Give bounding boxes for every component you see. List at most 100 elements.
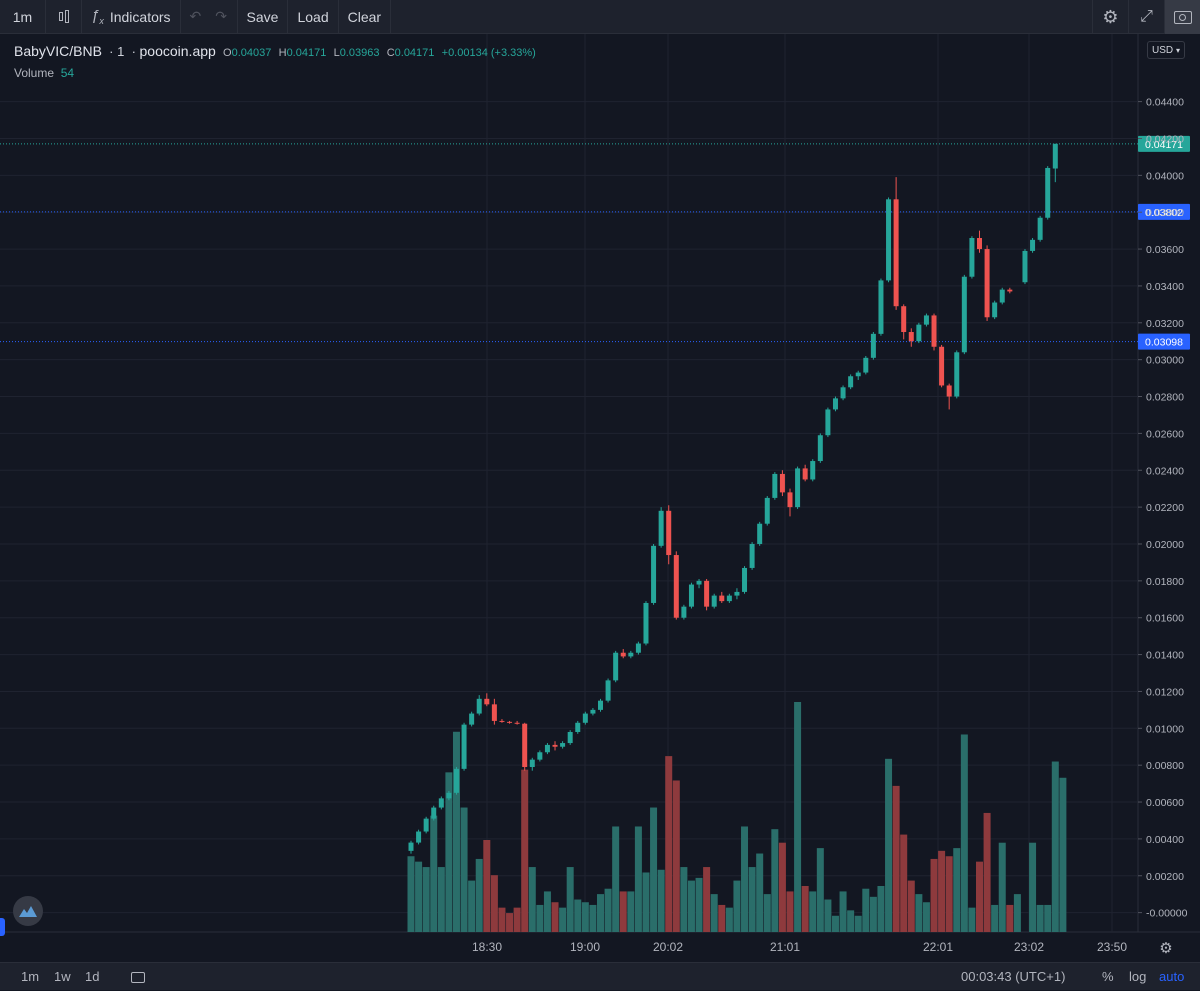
app-logo-button[interactable] bbox=[13, 896, 43, 926]
candle-body bbox=[1022, 250, 1028, 283]
goto-date-button[interactable] bbox=[131, 963, 145, 991]
load-button[interactable]: Load bbox=[288, 0, 339, 34]
price-tick-label: 0.04200 bbox=[1146, 133, 1184, 145]
candle-body bbox=[787, 492, 793, 508]
candle-body bbox=[726, 595, 732, 602]
range-1d-button[interactable]: 1d bbox=[85, 969, 100, 984]
chart-type-button[interactable] bbox=[46, 0, 82, 34]
axis-settings-icon[interactable]: ⚙ bbox=[1159, 940, 1172, 957]
candle bbox=[848, 374, 854, 390]
clock-display[interactable]: 00:03:43 (UTC+1) bbox=[961, 969, 1066, 984]
symbol-name[interactable]: BabyVIC/BNB bbox=[14, 43, 102, 59]
candle bbox=[931, 313, 937, 351]
candle bbox=[704, 579, 710, 611]
candle-body bbox=[1007, 289, 1013, 292]
candle bbox=[870, 332, 876, 360]
candle-body bbox=[696, 580, 702, 585]
volume-bar bbox=[771, 829, 779, 932]
candle bbox=[605, 678, 611, 703]
bottom-bar: 1m 1w 1d 00:03:43 (UTC+1) % log auto bbox=[0, 962, 1200, 990]
candle bbox=[408, 840, 414, 854]
side-panel-handle[interactable] bbox=[0, 918, 5, 936]
volume-bar bbox=[945, 856, 953, 932]
candle-body bbox=[431, 807, 437, 819]
volume-bar bbox=[847, 910, 855, 932]
volume-bar bbox=[415, 861, 423, 932]
candle-body bbox=[946, 385, 952, 397]
price-line-badge bbox=[1138, 135, 1190, 152]
interval-button[interactable]: 1m bbox=[0, 0, 46, 34]
volume-bar bbox=[430, 815, 438, 932]
volume-bar bbox=[1051, 761, 1059, 932]
time-tick-label: 21:01 bbox=[770, 940, 800, 954]
candle bbox=[832, 396, 838, 412]
currency-label: USD bbox=[1152, 45, 1174, 56]
time-tick-label: 18:30 bbox=[472, 940, 502, 954]
range-1m-button[interactable]: 1m bbox=[21, 969, 40, 984]
volume-bar bbox=[475, 858, 483, 932]
currency-dropdown[interactable]: USD ▾ bbox=[1147, 41, 1185, 59]
volume-value: 54 bbox=[60, 66, 75, 80]
volume-label[interactable]: Volume bbox=[14, 66, 55, 80]
candle-body bbox=[476, 698, 482, 714]
candle-body bbox=[666, 510, 672, 556]
volume-bar bbox=[778, 842, 786, 932]
auto-toggle[interactable]: auto bbox=[1159, 969, 1185, 984]
volume-bar bbox=[604, 888, 612, 932]
volume-bar bbox=[445, 772, 453, 932]
volume-bar bbox=[703, 867, 711, 932]
volume-bar bbox=[900, 834, 908, 932]
candle bbox=[522, 722, 528, 771]
volume-bar bbox=[998, 842, 1006, 932]
candle bbox=[757, 521, 763, 546]
candle bbox=[1030, 238, 1036, 253]
candle-body bbox=[779, 473, 785, 493]
volume-bar bbox=[862, 888, 870, 932]
volume-bar bbox=[748, 867, 756, 932]
candle bbox=[817, 433, 823, 463]
volume-bar bbox=[422, 867, 430, 932]
candle-body bbox=[817, 435, 823, 462]
candle-body bbox=[552, 744, 558, 747]
volume-bar bbox=[877, 886, 885, 932]
volume-bar bbox=[794, 702, 802, 932]
candle bbox=[529, 757, 535, 771]
indicators-button[interactable]: ƒx Indicators bbox=[82, 0, 181, 34]
time-tick-label: 22:01 bbox=[923, 940, 953, 954]
save-button[interactable]: Save bbox=[238, 0, 289, 34]
percent-toggle[interactable]: % bbox=[1102, 969, 1114, 984]
high-key: H bbox=[278, 47, 287, 59]
undo-redo-group: ↶ ↷ bbox=[181, 0, 238, 34]
candle bbox=[423, 816, 429, 834]
clear-button[interactable]: Clear bbox=[339, 0, 392, 34]
screenshot-button[interactable] bbox=[1164, 0, 1200, 34]
price-tick-label: 0.02800 bbox=[1146, 392, 1184, 404]
candle bbox=[969, 236, 975, 279]
price-tick-label: 0.01800 bbox=[1146, 576, 1184, 588]
candle-body bbox=[742, 567, 748, 592]
fullscreen-button[interactable]: ⤢ bbox=[1128, 0, 1164, 34]
candle bbox=[954, 350, 960, 399]
camera-icon bbox=[1173, 10, 1192, 24]
candle-body bbox=[613, 652, 619, 681]
volume-bar bbox=[468, 880, 476, 932]
undo-icon[interactable]: ↶ bbox=[189, 8, 202, 24]
redo-icon[interactable]: ↷ bbox=[215, 8, 228, 24]
price-axis: 0.04400 0.04200 0.04000 0.03800 0.03600 0.034… bbox=[1138, 97, 1188, 920]
range-1w-button[interactable]: 1w bbox=[54, 969, 71, 984]
volume-bar bbox=[756, 853, 764, 932]
change-value: +0.00134 (+3.33%) bbox=[441, 47, 536, 59]
candle-body bbox=[931, 315, 937, 347]
candlesticks bbox=[408, 143, 1058, 854]
price-tick-label: -0.00000 bbox=[1146, 908, 1188, 920]
candle-body bbox=[961, 276, 967, 353]
log-toggle[interactable]: log bbox=[1129, 969, 1147, 984]
settings-button[interactable]: ⚙ bbox=[1092, 0, 1128, 34]
candle bbox=[878, 278, 884, 336]
candle bbox=[893, 177, 899, 310]
candle bbox=[431, 805, 437, 821]
candle bbox=[537, 750, 543, 762]
price-tick-label: 0.04000 bbox=[1146, 170, 1184, 182]
volume-bar bbox=[1059, 777, 1067, 932]
